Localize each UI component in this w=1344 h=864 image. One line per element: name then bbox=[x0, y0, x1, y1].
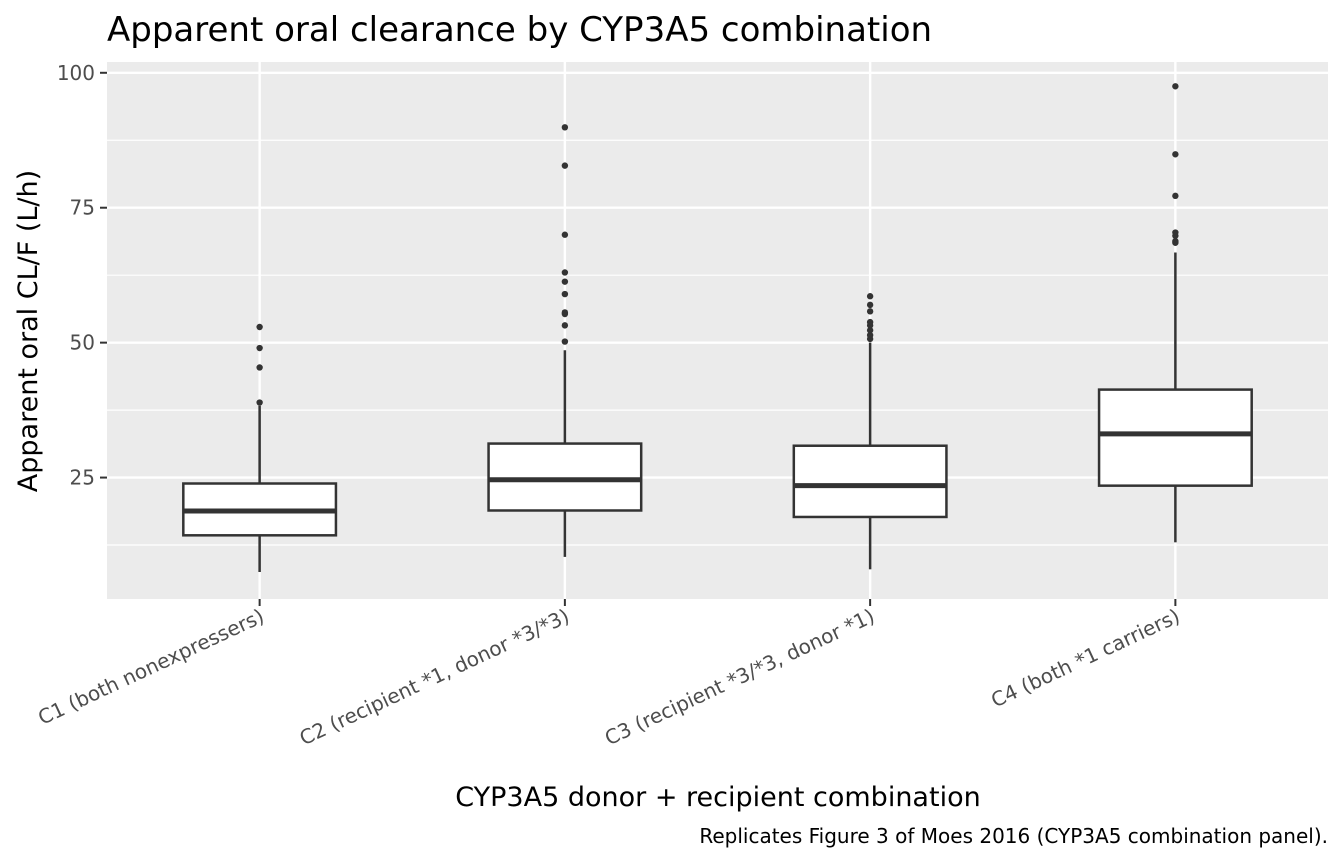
outlier-point bbox=[256, 323, 263, 331]
outlier-point bbox=[561, 322, 569, 329]
x-tick-label: C4 (both *1 carriers) bbox=[987, 604, 1183, 713]
box-body bbox=[792, 444, 948, 519]
outlier-point bbox=[561, 290, 569, 298]
outlier-point bbox=[256, 364, 263, 371]
chart-title: Apparent oral clearance by CYP3A5 combin… bbox=[107, 10, 932, 50]
y-tick-label: 50 bbox=[70, 331, 95, 355]
box-2 bbox=[487, 124, 643, 557]
y-tick-label: 100 bbox=[57, 61, 95, 85]
outlier-point bbox=[1172, 229, 1179, 236]
box-1 bbox=[182, 323, 338, 573]
outlier-point bbox=[1172, 237, 1179, 245]
y-tick-label: 25 bbox=[70, 466, 95, 490]
outlier-point bbox=[561, 269, 569, 276]
box-body bbox=[1097, 388, 1253, 487]
outlier-point bbox=[866, 318, 874, 326]
outlier-point bbox=[561, 124, 569, 131]
box-3 bbox=[792, 293, 948, 570]
chart-caption: Replicates Figure 3 of Moes 2016 (CYP3A5… bbox=[699, 824, 1328, 848]
outlier-point bbox=[561, 338, 569, 345]
outlier-point bbox=[256, 344, 263, 352]
outlier-point bbox=[561, 162, 569, 169]
outlier-point bbox=[866, 293, 874, 300]
y-tick-label: 75 bbox=[70, 196, 95, 220]
x-tick-label: C3 (recipient *3/*3, donor *1) bbox=[601, 604, 878, 750]
y-axis: 25 50 75 100 bbox=[57, 61, 107, 490]
outlier-point bbox=[1172, 192, 1179, 200]
x-tick-label: C2 (recipient *1, donor *3/*3) bbox=[296, 604, 573, 750]
x-axis-title: CYP3A5 donor + recipient combination bbox=[455, 782, 980, 813]
outlier-point bbox=[866, 308, 874, 315]
outlier-point bbox=[866, 331, 874, 339]
outlier-point bbox=[561, 278, 569, 285]
outlier-point bbox=[561, 309, 569, 316]
outlier-point bbox=[1172, 83, 1179, 90]
box-body bbox=[487, 442, 643, 512]
box-4 bbox=[1097, 83, 1253, 543]
outlier-point bbox=[866, 301, 874, 309]
outlier-point bbox=[866, 327, 874, 334]
outlier-point bbox=[1172, 151, 1179, 158]
x-axis: C1 (both nonexpressers) C2 (recipient *1,… bbox=[34, 599, 1183, 750]
outlier-point bbox=[561, 231, 569, 238]
outlier-point bbox=[256, 399, 263, 406]
x-tick-label: C1 (both nonexpressers) bbox=[34, 604, 267, 730]
y-axis-title: Apparent oral CL/F (L/h) bbox=[13, 170, 44, 492]
box-layer bbox=[182, 83, 1253, 573]
